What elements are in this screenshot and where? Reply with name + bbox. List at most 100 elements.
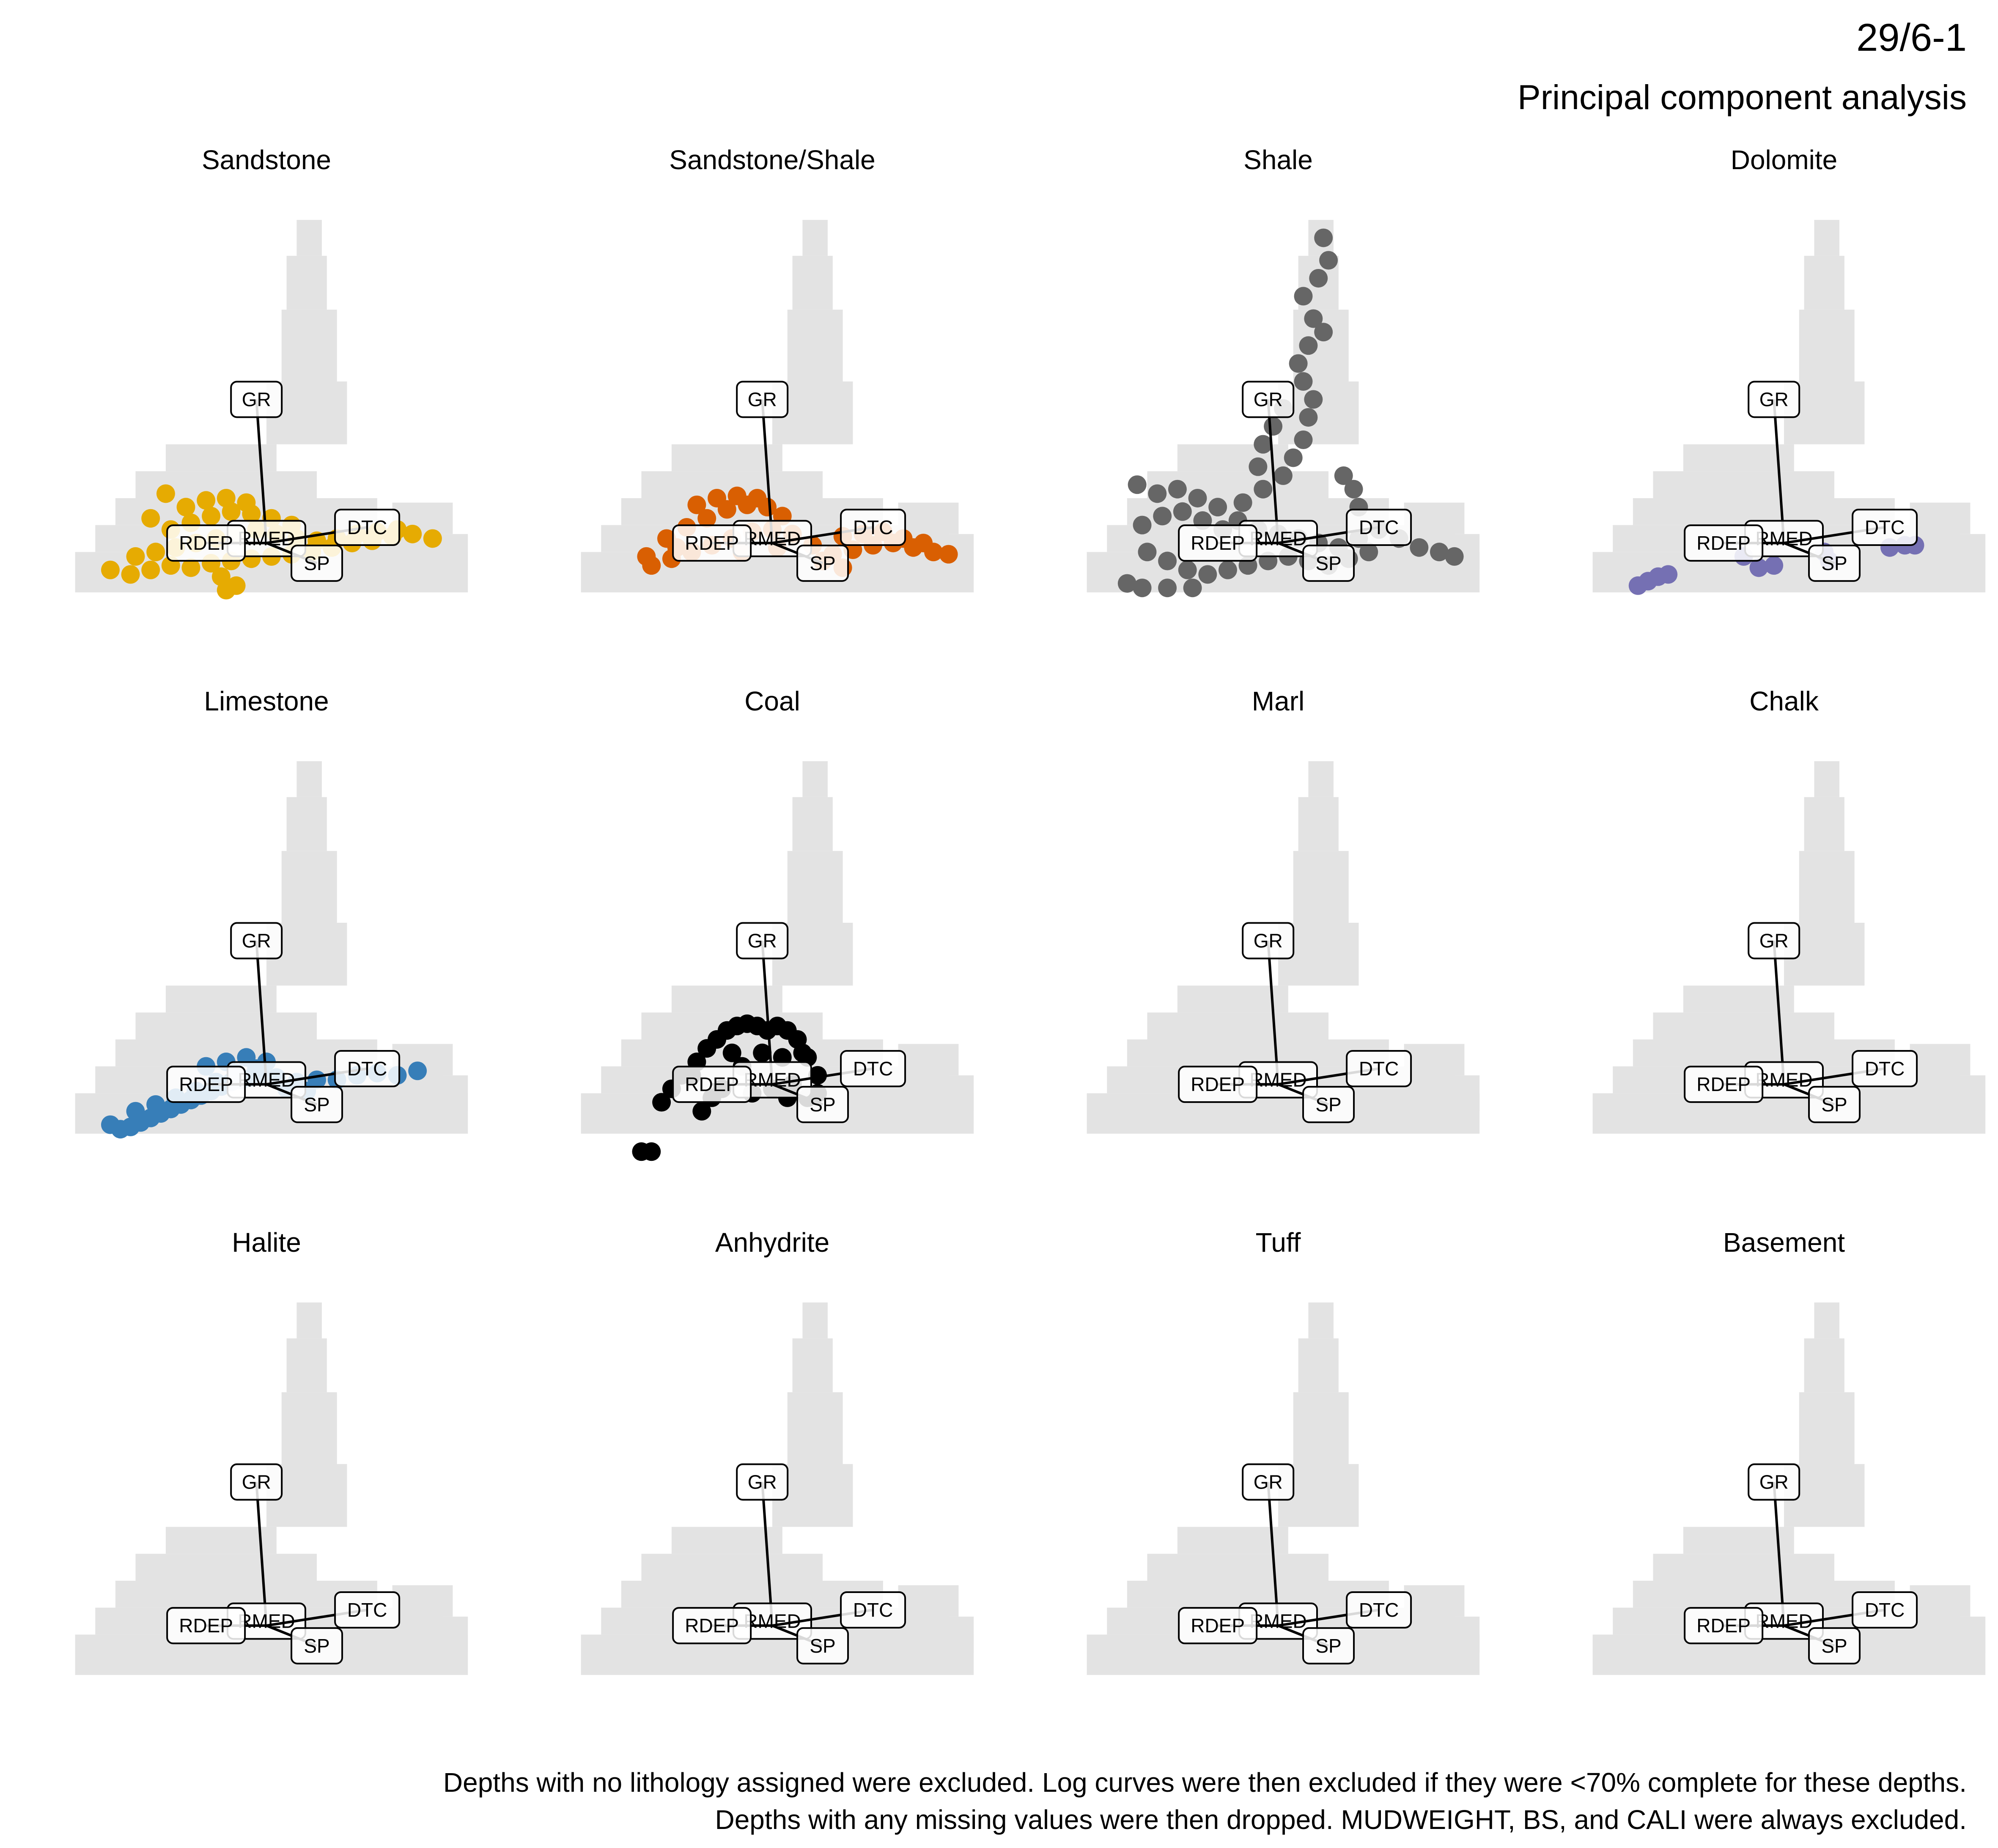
- background-cloud: [802, 1302, 828, 1338]
- data-point: [1304, 390, 1323, 409]
- svg-text:RDEP: RDEP: [179, 1073, 233, 1095]
- background-cloud: [135, 1554, 317, 1581]
- data-point: [1158, 551, 1177, 570]
- data-point: [1254, 480, 1273, 499]
- background-cloud: [165, 1527, 277, 1554]
- data-point: [1749, 558, 1768, 577]
- svg-text:RDEP: RDEP: [685, 532, 739, 554]
- svg-text:RDEP: RDEP: [179, 532, 233, 554]
- loading-label-sp: SP: [1808, 544, 1861, 582]
- background-cloud: [1683, 444, 1794, 472]
- background-cloud: [792, 1338, 833, 1393]
- well-id: 29/6-1: [1856, 16, 1967, 59]
- svg-text:GR: GR: [242, 388, 271, 410]
- background-cloud: [296, 761, 322, 797]
- data-point: [197, 491, 216, 510]
- background-cloud: [1910, 502, 1971, 534]
- svg-text:RMED: RMED: [238, 1610, 295, 1632]
- data-point: [1314, 323, 1333, 342]
- background-cloud: [1814, 1302, 1839, 1338]
- loading-label-dtc: DTC: [840, 1591, 906, 1629]
- background-cloud: [641, 1554, 823, 1581]
- background-cloud: [286, 1338, 327, 1393]
- svg-text:GR: GR: [748, 388, 777, 410]
- background-cloud: [1177, 985, 1288, 1013]
- background-cloud: [1683, 1527, 1794, 1554]
- loading-label-gr: GR: [230, 1463, 283, 1501]
- loading-arrow-gr: [1267, 940, 1279, 1085]
- loading-label-gr: GR: [736, 1463, 789, 1501]
- panel-coal: Coal GR RMED DTC RDEP SP: [581, 686, 974, 1161]
- svg-text:RMED: RMED: [1755, 1610, 1812, 1632]
- data-point: [1273, 466, 1293, 485]
- loading-label-sp: SP: [796, 1086, 849, 1123]
- panel-basement: Basement GR RMED DTC RDEP SP: [1592, 1227, 1986, 1675]
- loading-arrow-gr: [1773, 399, 1785, 543]
- data-point: [1445, 547, 1464, 566]
- data-point: [1178, 560, 1197, 579]
- data-point: [1249, 457, 1268, 476]
- data-point: [1309, 269, 1328, 288]
- panel-chalk: Chalk GR RMED DTC RDEP SP: [1592, 686, 1986, 1134]
- background-cloud: [165, 444, 277, 472]
- data-point: [687, 495, 706, 514]
- svg-text:RDEP: RDEP: [1191, 1073, 1245, 1095]
- data-point: [692, 1102, 711, 1121]
- data-point: [1218, 560, 1237, 579]
- panel-halite: Halite GR RMED DTC RDEP SP: [75, 1227, 468, 1675]
- loading-label-dtc: DTC: [334, 1591, 401, 1629]
- data-point: [141, 509, 160, 528]
- svg-text:DTC: DTC: [1865, 1058, 1905, 1080]
- loading-label-dtc: DTC: [1346, 1050, 1412, 1087]
- data-point: [146, 543, 165, 562]
- data-point: [1173, 502, 1192, 521]
- data-point: [1208, 498, 1227, 517]
- data-point: [1299, 408, 1318, 427]
- svg-text:SP: SP: [1315, 552, 1341, 574]
- background-cloud: [296, 220, 322, 256]
- panel-marl: Marl GR RMED DTC RDEP SP: [1087, 686, 1480, 1134]
- background-cloud: [1293, 851, 1349, 923]
- data-point: [408, 1061, 427, 1080]
- data-point: [1183, 579, 1202, 598]
- background-cloud: [1653, 1554, 1835, 1581]
- background-cloud: [1804, 1338, 1844, 1393]
- loading-label-rdep: RDEP: [166, 1066, 246, 1103]
- panel-anhydrite: Anhydrite GR RMED DTC RDEP SP: [581, 1227, 974, 1675]
- panel-title: Shale: [1243, 145, 1313, 175]
- svg-text:RMED: RMED: [238, 1069, 295, 1091]
- data-point: [403, 524, 422, 543]
- svg-text:GR: GR: [1759, 929, 1789, 951]
- loading-label-rdep: RDEP: [1178, 1607, 1258, 1645]
- loading-arrow-gr: [761, 1482, 774, 1626]
- loading-label-sp: SP: [1302, 1086, 1355, 1123]
- svg-text:RMED: RMED: [744, 1069, 801, 1091]
- loading-label-rdep: RDEP: [166, 524, 246, 562]
- data-point: [652, 1093, 671, 1112]
- svg-text:RDEP: RDEP: [1191, 1615, 1245, 1637]
- loading-label-rdep: RDEP: [1178, 524, 1258, 562]
- svg-text:DTC: DTC: [1359, 516, 1399, 538]
- loading-label-dtc: DTC: [1852, 1050, 1918, 1087]
- svg-text:DTC: DTC: [347, 1599, 387, 1621]
- svg-text:SP: SP: [1821, 552, 1847, 574]
- background-cloud: [1683, 985, 1794, 1013]
- loading-label-sp: SP: [291, 544, 343, 582]
- background-cloud: [802, 220, 828, 256]
- svg-text:GR: GR: [242, 929, 271, 951]
- svg-text:RDEP: RDEP: [179, 1615, 233, 1637]
- data-point: [126, 547, 145, 566]
- svg-text:RDEP: RDEP: [1696, 532, 1751, 554]
- loading-label-sp: SP: [1808, 1627, 1861, 1664]
- background-cloud: [1404, 1585, 1465, 1617]
- background-cloud: [787, 310, 843, 382]
- loading-label-rmed: RMED: [1238, 520, 1318, 557]
- svg-text:GR: GR: [1254, 1471, 1283, 1493]
- background-cloud: [792, 797, 833, 851]
- panel-title: Basement: [1723, 1227, 1845, 1258]
- data-point: [1319, 251, 1338, 270]
- data-point: [939, 545, 958, 564]
- data-point: [121, 565, 140, 584]
- loading-label-gr: GR: [1242, 381, 1295, 418]
- svg-text:RMED: RMED: [1755, 1069, 1812, 1091]
